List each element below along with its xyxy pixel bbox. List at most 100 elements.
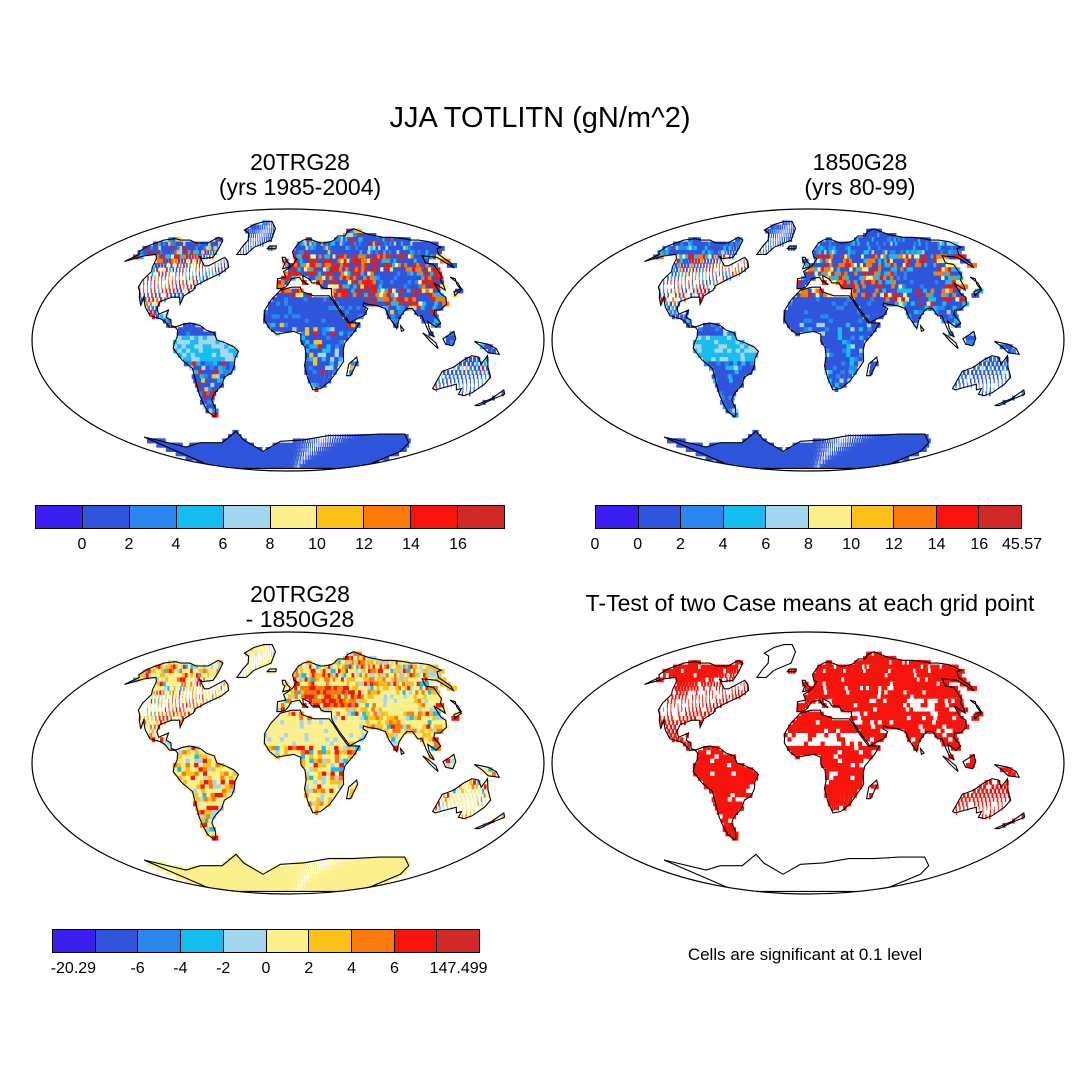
- grid-cell: [303, 464, 305, 469]
- grid-cell: [836, 438, 838, 444]
- grid-cell: [681, 245, 687, 251]
- grid-cell: [362, 438, 367, 444]
- grid-cell: [322, 335, 327, 341]
- grid-cell: [837, 348, 843, 354]
- grid-cell: [936, 254, 946, 260]
- grid-cell: [836, 267, 842, 273]
- grid-cell: [321, 322, 327, 328]
- grid-cell: [698, 241, 703, 247]
- grid-cell: [749, 361, 755, 367]
- grid-cell: [202, 391, 209, 397]
- grid-cell: [728, 267, 730, 273]
- grid-cell: [868, 267, 875, 273]
- grid-cell: [740, 352, 746, 358]
- grid-cell: [839, 447, 842, 452]
- grid-cell: [296, 464, 297, 469]
- grid-cell: [301, 271, 306, 277]
- grid-cell: [457, 378, 460, 384]
- grid-cell: [162, 258, 166, 264]
- grid-cell: [738, 267, 740, 273]
- grid-cell: [814, 455, 817, 461]
- grid-cell: [269, 220, 271, 226]
- grid-cell: [819, 438, 822, 444]
- grid-cell: [175, 258, 178, 264]
- panel1-title: 20TRG28 (yrs 1985-2004): [100, 150, 500, 200]
- grid-cell: [748, 352, 754, 358]
- grid-cell: [312, 263, 318, 268]
- grid-cell: [810, 447, 813, 452]
- grid-cell: [210, 382, 217, 388]
- grid-cell: [371, 438, 376, 444]
- grid-cell: [501, 391, 504, 397]
- grid-cell: [371, 284, 378, 290]
- grid-cell: [189, 267, 190, 273]
- grid-cell: [182, 250, 186, 255]
- grid-cell: [852, 370, 857, 375]
- grid-cell: [211, 331, 217, 337]
- grid-cell: [473, 357, 477, 362]
- grid-cell: [343, 288, 350, 294]
- grid-cell: [677, 250, 682, 255]
- grid-cell: [852, 275, 858, 281]
- grid-cell: [838, 442, 840, 448]
- grid-cell: [361, 297, 368, 303]
- grid-cell: [275, 327, 281, 333]
- grid-cell: [811, 292, 817, 298]
- grid-cell: [843, 451, 846, 457]
- grid-cell: [315, 301, 321, 307]
- grid-cell: [697, 348, 703, 354]
- grid-cell: [343, 335, 349, 341]
- grid-cell: [296, 258, 301, 264]
- grid-cell: [277, 447, 282, 452]
- grid-cell: [248, 233, 250, 238]
- grid-cell: [252, 224, 255, 230]
- grid-cell: [424, 314, 431, 320]
- grid-cell: [929, 292, 937, 298]
- grid-cell: [1000, 374, 1003, 380]
- grid-cell: [337, 314, 343, 320]
- grid-cell: [251, 228, 254, 234]
- grid-cell: [255, 228, 257, 234]
- grid-cell: [988, 357, 993, 362]
- grid-cell: [877, 442, 881, 448]
- grid-cell: [168, 250, 173, 255]
- grid-cell: [167, 263, 170, 268]
- grid-cell: [913, 322, 919, 328]
- grid-cell: [893, 438, 898, 444]
- grid-cell: [295, 245, 300, 251]
- grid-cell: [309, 344, 315, 350]
- grid-cell: [424, 305, 432, 311]
- grid-cell: [215, 241, 219, 247]
- grid-cell: [299, 258, 304, 264]
- grid-cell: [947, 297, 955, 303]
- grid-cell: [908, 305, 915, 311]
- grid-cell: [680, 263, 684, 268]
- grid-cell: [889, 288, 896, 294]
- grid-cell: [329, 254, 336, 260]
- grid-cell: [243, 250, 244, 255]
- grid-cell: [791, 228, 793, 234]
- grid-cell: [364, 292, 371, 298]
- grid-cell: [787, 447, 792, 452]
- grid-cell: [681, 271, 684, 277]
- grid-cell: [382, 434, 387, 439]
- grid-cell: [460, 374, 463, 380]
- grid-cell: [718, 271, 720, 277]
- grid-cell: [330, 331, 336, 337]
- grid-cell: [299, 301, 305, 307]
- grid-cell: [286, 451, 289, 457]
- grid-cell: [292, 305, 297, 311]
- grid-cell: [198, 331, 204, 337]
- grid-cell: [175, 280, 177, 285]
- grid-cell: [834, 455, 836, 461]
- grid-cell: [337, 280, 343, 285]
- grid-cell: [198, 245, 202, 251]
- grid-cell: [396, 284, 404, 290]
- grid-cell: [304, 365, 309, 371]
- grid-cell: [297, 459, 299, 465]
- grid-cell: [844, 310, 850, 315]
- grid-cell: [705, 344, 711, 350]
- grid-cell: [182, 271, 183, 277]
- grid-cell: [825, 237, 830, 243]
- grid-cell: [953, 271, 963, 277]
